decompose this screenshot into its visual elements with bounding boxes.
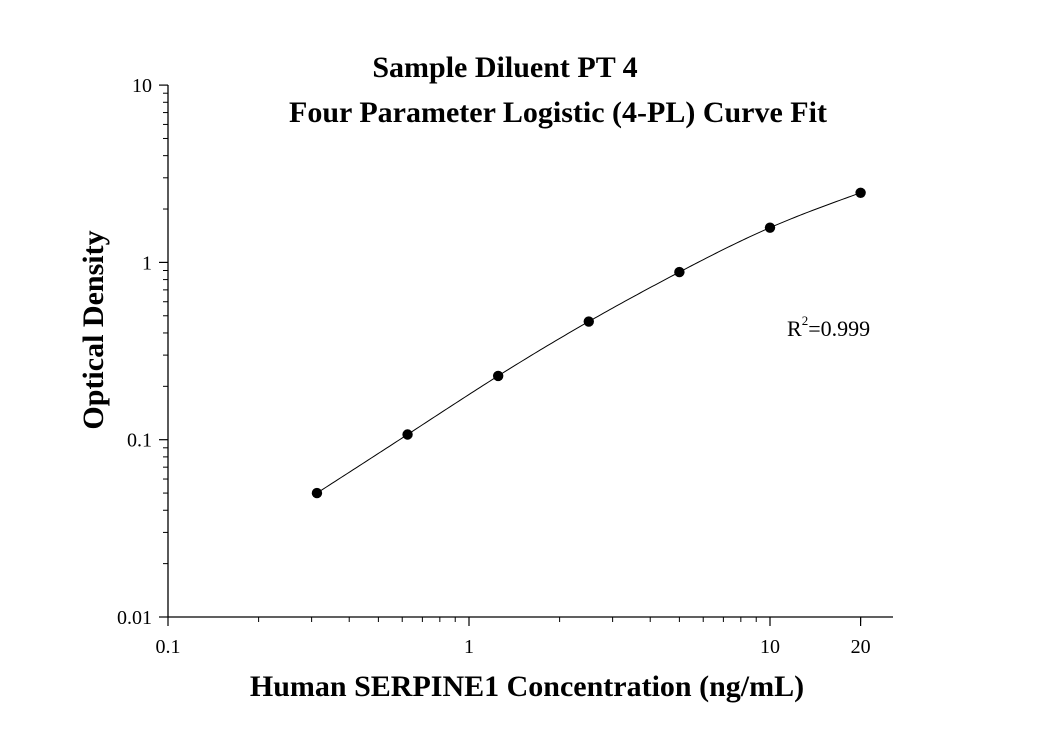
x-tick-label: 0.1 — [156, 636, 181, 658]
y-tick-label: 0.01 — [117, 607, 152, 629]
data-point — [674, 266, 685, 278]
fit-curve-layer — [316, 192, 861, 494]
data-point — [764, 222, 776, 233]
data-point — [855, 187, 866, 198]
data-points-layer — [311, 187, 866, 499]
r-squared-value: =0.999 — [808, 316, 870, 341]
y-tick-label: 0.1 — [127, 430, 152, 452]
y-tick-label: 1 — [142, 252, 152, 274]
r-squared-superscript: 2 — [802, 313, 809, 328]
r-squared-annotation: R2=0.999 — [787, 313, 870, 341]
r-squared-base: R — [787, 316, 802, 341]
fit-curve — [316, 192, 861, 494]
data-point — [402, 429, 413, 440]
x-axis-label: Human SERPINE1 Concentration (ng/mL) — [250, 670, 804, 703]
x-tick-label: 1 — [464, 636, 474, 658]
y-tick-label: 10 — [132, 75, 152, 97]
x-tick-label: 20 — [851, 636, 871, 658]
axes — [167, 85, 893, 618]
data-point — [311, 487, 323, 499]
x-tick-label: 10 — [760, 636, 780, 658]
y-axis-label: Optical Density — [77, 230, 110, 429]
data-point — [583, 316, 594, 327]
chart-subtitle: Four Parameter Logistic (4-PL) Curve Fit — [289, 96, 827, 129]
data-point — [492, 370, 504, 382]
chart-title: Sample Diluent PT 4 — [372, 51, 637, 84]
